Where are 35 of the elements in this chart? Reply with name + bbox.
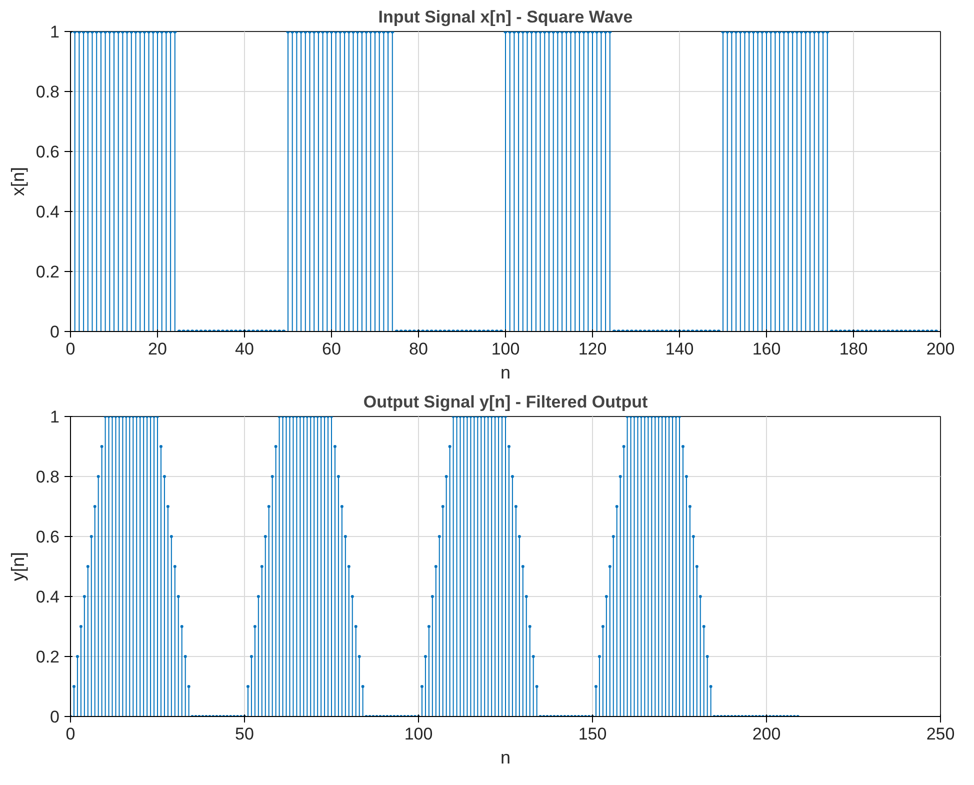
y-axis-title: x[n] <box>8 166 28 196</box>
x-tick-label: 20 <box>148 340 167 358</box>
x-tick-label: 50 <box>235 724 254 744</box>
chart-title: Output Signal y[n] - Filtered Output <box>363 392 648 412</box>
y-tick-label: 0.6 <box>36 528 60 546</box>
y-tick-label: 0.2 <box>36 648 60 666</box>
x-tick-label: 140 <box>665 340 694 358</box>
y-tick-label: 0.8 <box>36 82 60 102</box>
x-tick-label: 60 <box>322 340 341 358</box>
x-tick-label: 150 <box>578 724 607 744</box>
y-tick-label: 0.8 <box>36 468 60 486</box>
x-tick-label: 100 <box>404 724 433 744</box>
x-tick-label: 0 <box>66 340 76 358</box>
y-tick-label: 1 <box>50 408 60 426</box>
y-tick-label: 0 <box>50 322 60 342</box>
y-tick-label: 0.6 <box>36 142 60 162</box>
x-tick-label: 180 <box>839 340 868 358</box>
x-tick-label: 200 <box>752 724 781 744</box>
y-axis-title: y[n] <box>8 552 28 582</box>
x-tick-label: 120 <box>578 340 607 358</box>
x-tick-label: 80 <box>409 340 428 358</box>
x-tick-label: 200 <box>926 340 955 358</box>
x-tick-label: 160 <box>752 340 781 358</box>
x-tick-label: 250 <box>926 724 955 744</box>
y-tick-label: 0.4 <box>36 202 60 222</box>
y-tick-label: 0.4 <box>36 588 60 606</box>
y-tick-label: 0.2 <box>36 262 60 282</box>
x-axis-title: n <box>500 748 511 768</box>
x-tick-label: 40 <box>235 340 254 358</box>
x-axis-title: n <box>500 362 511 382</box>
x-tick-label: 100 <box>491 340 520 358</box>
y-tick-label: 0 <box>50 708 60 726</box>
x-tick-label: 0 <box>66 724 76 744</box>
chart-title: Input Signal x[n] - Square Wave <box>378 8 633 26</box>
y-tick-label: 1 <box>50 22 60 42</box>
